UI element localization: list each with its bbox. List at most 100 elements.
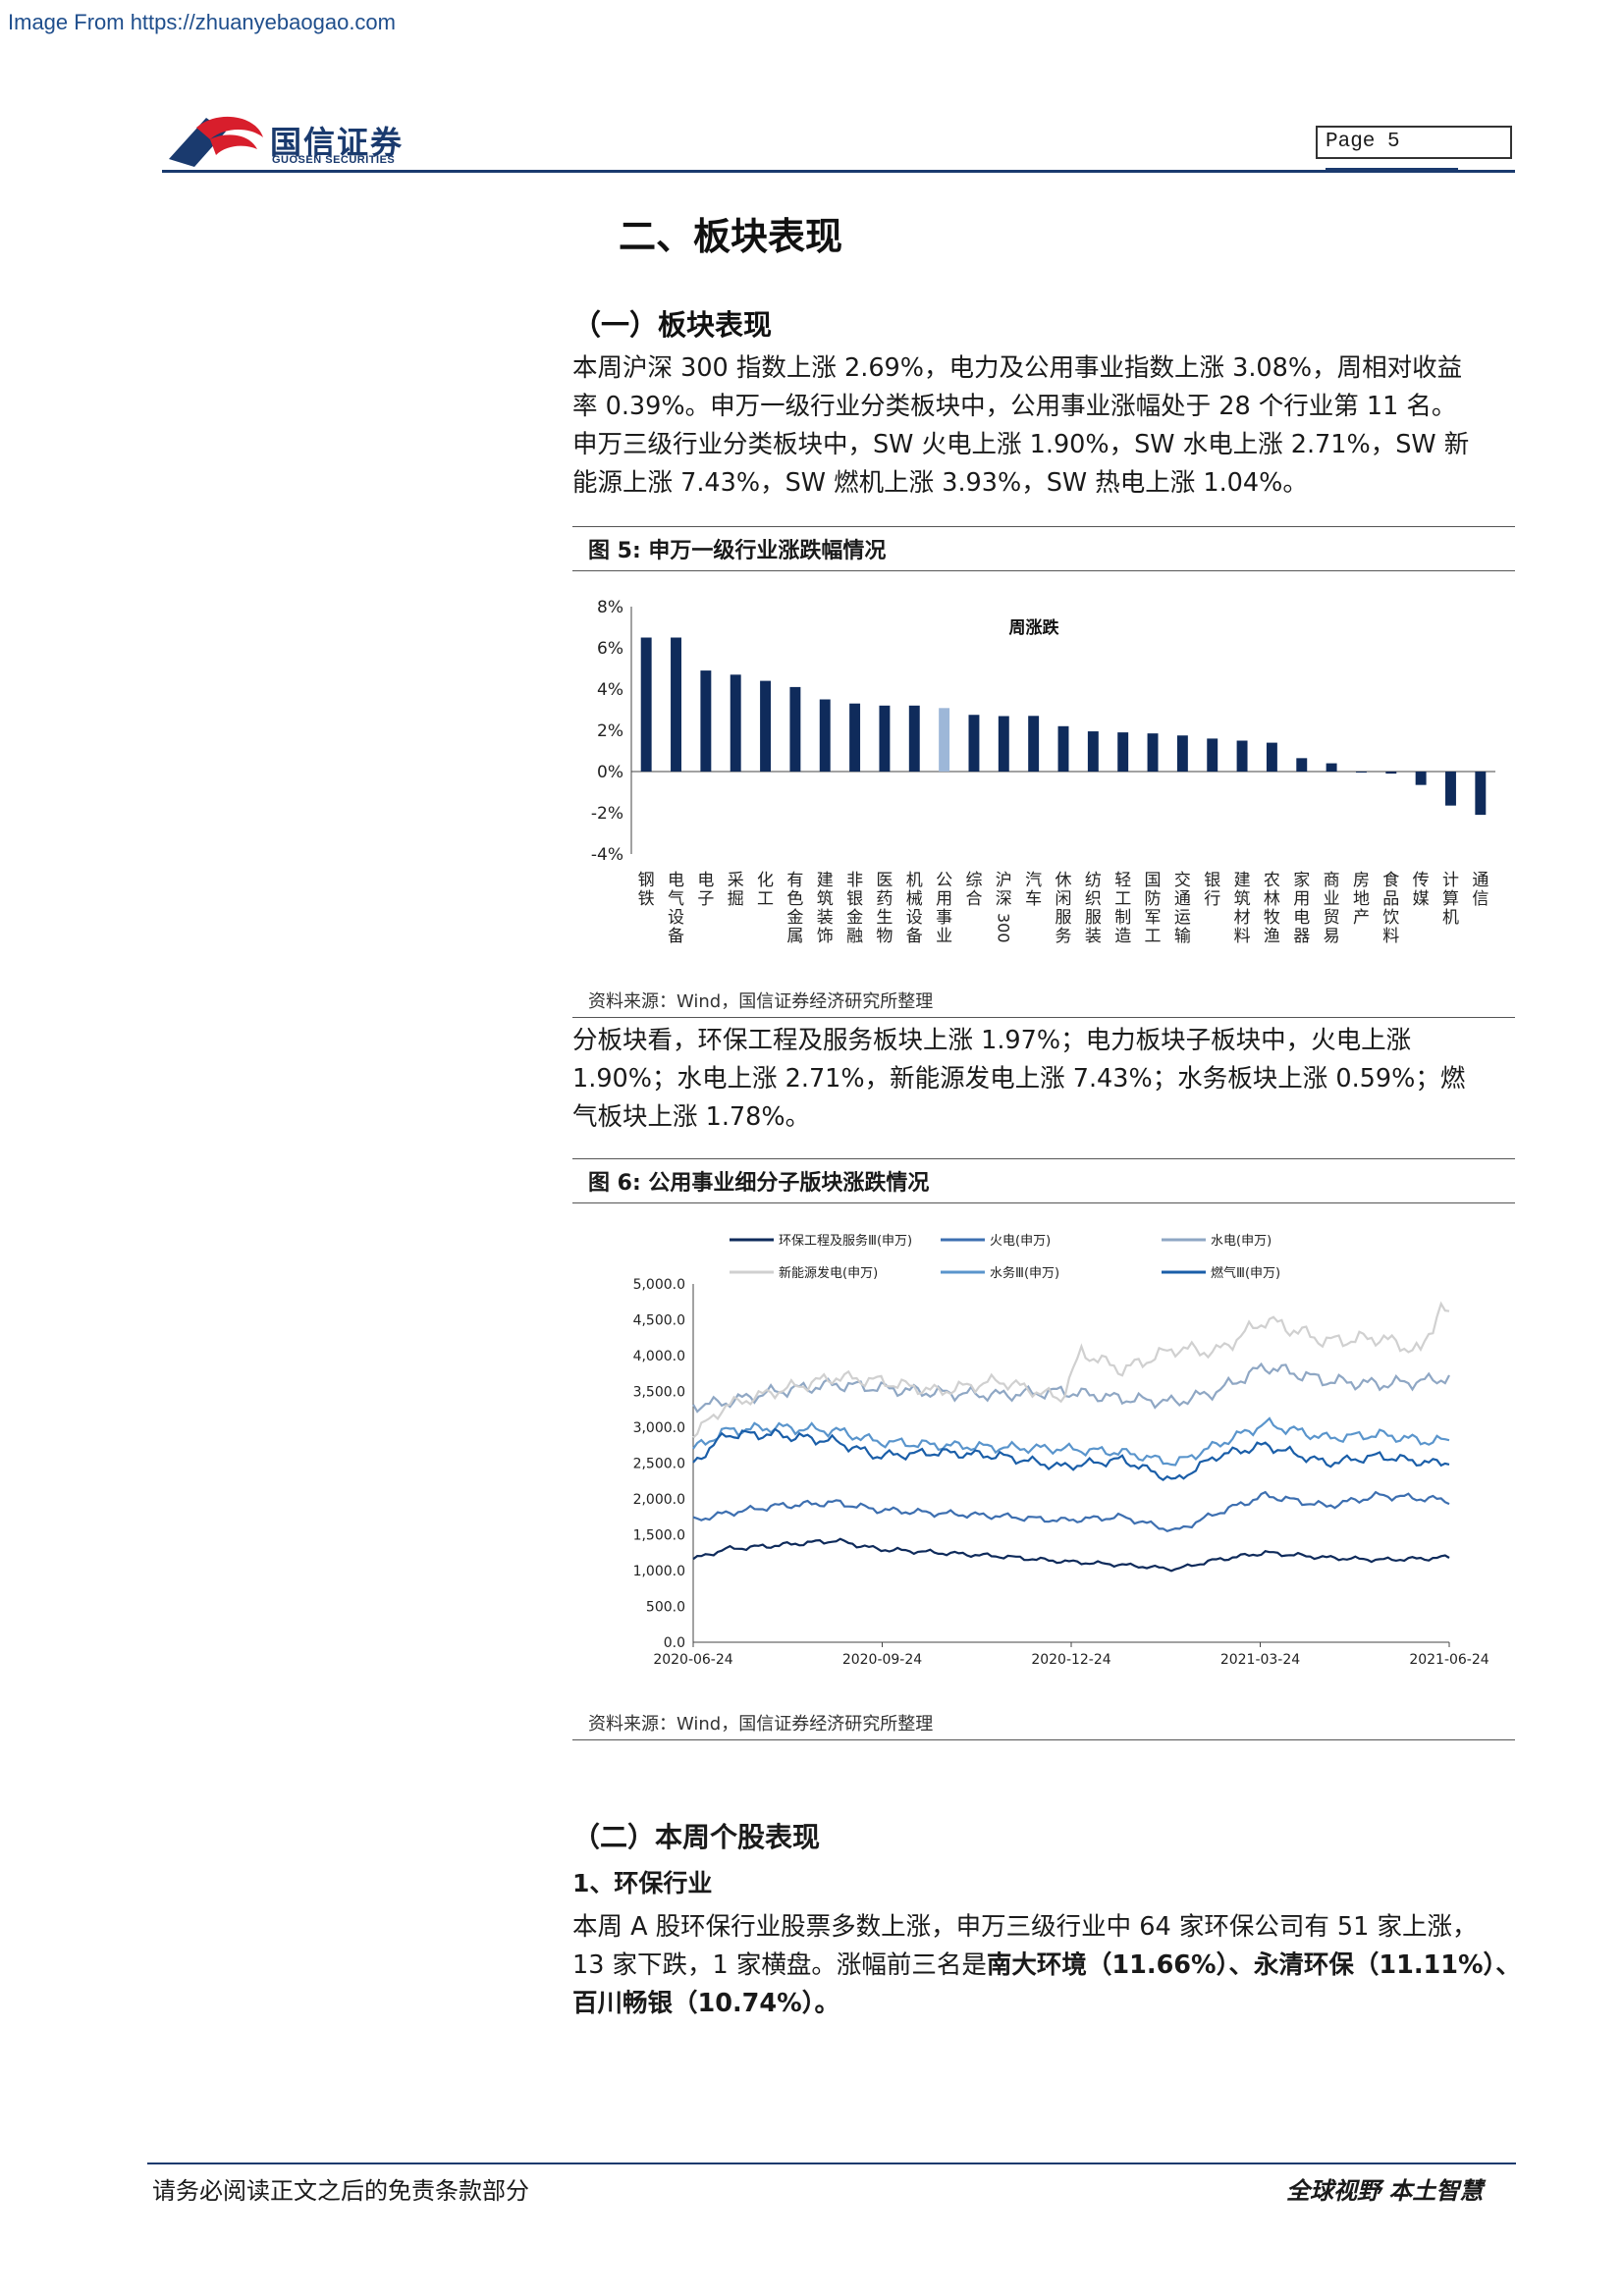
- x-tick-label: 生: [876, 908, 893, 928]
- x-tick-label: 车: [1025, 889, 1042, 909]
- x-tick-label: 汽: [1025, 871, 1042, 890]
- x-tick-label: 服: [1056, 908, 1072, 928]
- paragraph-1-line: 能源上涨 7.43%，SW 燃机上涨 3.93%，SW 热电上涨 1.04%。: [572, 468, 1308, 498]
- bar: [1475, 772, 1487, 816]
- x-tick-label: 医: [876, 871, 893, 890]
- bar: [1207, 738, 1218, 772]
- top-gainer-3-bold: 百川畅银（10.74%）。: [572, 1989, 839, 2018]
- chart-title: 周涨跌: [1009, 618, 1060, 638]
- x-tick-label: 机: [906, 871, 923, 890]
- x-tick-label: 饰: [817, 927, 834, 946]
- paragraph-1-line: 申万三级行业分类板块中，SW 火电上涨 1.90%，SW 水电上涨 2.71%，…: [572, 430, 1470, 459]
- x-tick-label: 金: [846, 908, 863, 928]
- series-line: [692, 1490, 1450, 1533]
- x-tick-label: 建: [1234, 871, 1251, 890]
- bar: [1415, 772, 1427, 785]
- x-tick-label: 器: [1293, 927, 1310, 946]
- bar: [1355, 772, 1367, 774]
- x-tick-label: 商: [1324, 871, 1340, 890]
- x-tick-label: 装: [1085, 927, 1102, 946]
- bar: [819, 699, 831, 772]
- x-tick-label: 备: [906, 927, 923, 946]
- x-tick-label: 筑: [1234, 889, 1251, 909]
- x-tick-label: 轻: [1114, 871, 1131, 890]
- x-tick-label: 农: [1264, 871, 1280, 890]
- bar: [1385, 772, 1397, 774]
- x-tick-label: 传: [1413, 871, 1430, 890]
- x-tick-label: 融: [846, 927, 863, 946]
- logo-chinese-name: 国信证券: [270, 124, 405, 161]
- x-tick-label: 纺: [1085, 871, 1102, 890]
- x-tick-label: 家: [1293, 871, 1310, 890]
- x-tick-label: 设: [906, 908, 923, 928]
- bar: [700, 670, 712, 772]
- x-tick-label: 装: [817, 908, 834, 928]
- legend-label: 新能源发电(申万): [779, 1265, 878, 1281]
- x-tick-label: 渔: [1264, 927, 1280, 946]
- section-title: 二、板块表现: [619, 214, 843, 258]
- y-tick-label: 0.0: [664, 1635, 685, 1651]
- series-line: [692, 1301, 1450, 1439]
- y-tick-label: 2,000.0: [633, 1492, 685, 1508]
- x-tick-label: 金: [786, 908, 803, 928]
- x-tick-label: 料: [1382, 927, 1399, 946]
- x-tick-label: 品: [1382, 889, 1399, 909]
- x-tick-label: 造: [1114, 927, 1131, 946]
- bar: [1057, 725, 1069, 772]
- x-tick-label: 食: [1382, 871, 1399, 890]
- figure6-source: 资料来源：Wind，国信证券经济研究所整理: [588, 1714, 934, 1735]
- y-tick-label: 1,000.0: [633, 1564, 685, 1579]
- bar: [1266, 742, 1277, 772]
- series-line: [692, 1427, 1450, 1481]
- x-tick-label: 行: [1204, 889, 1220, 909]
- paragraph-2-line: 气板块上涨 1.78%。: [572, 1102, 811, 1132]
- paragraph-2-line: 分板块看，环保工程及服务板块上涨 1.97%；电力板块子板块中，火电上涨: [572, 1026, 1412, 1055]
- x-tick-label: 属: [786, 927, 803, 946]
- x-tick-label: 地: [1353, 889, 1370, 909]
- x-tick-label: 防: [1145, 889, 1162, 909]
- paragraph-3-line: 百川畅银（10.74%）。: [572, 1985, 1515, 2023]
- bar: [968, 715, 980, 772]
- x-tick-label: 闲: [1056, 889, 1072, 909]
- x-tick-label: 械: [906, 889, 923, 909]
- x-tick-label: 综: [965, 871, 982, 890]
- source-banner: Image From https://zhuanyebaogao.com: [8, 10, 396, 34]
- bar: [789, 686, 801, 772]
- x-tick-label: 用: [1293, 889, 1310, 909]
- bar: [1296, 758, 1308, 772]
- x-tick-label: 2020-06-24: [653, 1652, 732, 1668]
- x-tick-label: 工: [757, 889, 774, 909]
- x-tick-label: 事: [936, 908, 952, 928]
- bar: [1176, 735, 1188, 772]
- x-tick-label: 采: [728, 871, 744, 890]
- paragraph-2: 分板块看，环保工程及服务板块上涨 1.97%；电力板块子板块中，火电上涨 1.9…: [572, 1022, 1515, 1137]
- bar: [760, 680, 772, 772]
- y-tick-label: 4%: [597, 680, 623, 700]
- page-number-box: Page 5: [1316, 126, 1512, 159]
- legend-label: 环保工程及服务Ⅲ(申万): [779, 1233, 912, 1249]
- x-tick-label: 媒: [1413, 889, 1430, 909]
- paragraph-3-text: 13 家下跌，1 家横盘。涨幅前三名是: [572, 1950, 987, 1980]
- x-tick-label: 物: [876, 927, 893, 946]
- x-tick-label: 非: [846, 871, 863, 890]
- x-tick-label: 300: [994, 913, 1012, 943]
- x-tick-label: 计: [1442, 871, 1459, 890]
- figure6-title-bar: 图 6: 公用事业细分子版块涨跌情况: [572, 1158, 1515, 1203]
- y-tick-label: 4,500.0: [633, 1313, 685, 1329]
- x-tick-label: 工: [1114, 889, 1131, 909]
- bar: [1326, 763, 1337, 772]
- x-tick-label: 电: [697, 871, 714, 890]
- bar: [1028, 716, 1040, 772]
- x-tick-label: 用: [936, 889, 952, 909]
- x-tick-label: 2021-06-24: [1409, 1652, 1489, 1668]
- x-tick-label: 饮: [1382, 908, 1399, 928]
- paragraph-3-line: 13 家下跌，1 家横盘。涨幅前三名是南大环境（11.66%）、永清环保（11.…: [572, 1947, 1521, 1985]
- y-tick-label: -2%: [591, 804, 623, 824]
- x-tick-label: 军: [1145, 908, 1162, 928]
- figure5-title: 图 5: 申万一级行业涨跌幅情况: [588, 539, 887, 563]
- y-tick-label: 4,000.0: [633, 1349, 685, 1364]
- x-tick-label: 林: [1264, 889, 1280, 909]
- x-tick-label: 服: [1085, 908, 1102, 928]
- x-tick-label: 化: [757, 871, 774, 890]
- series-line: [692, 1416, 1450, 1467]
